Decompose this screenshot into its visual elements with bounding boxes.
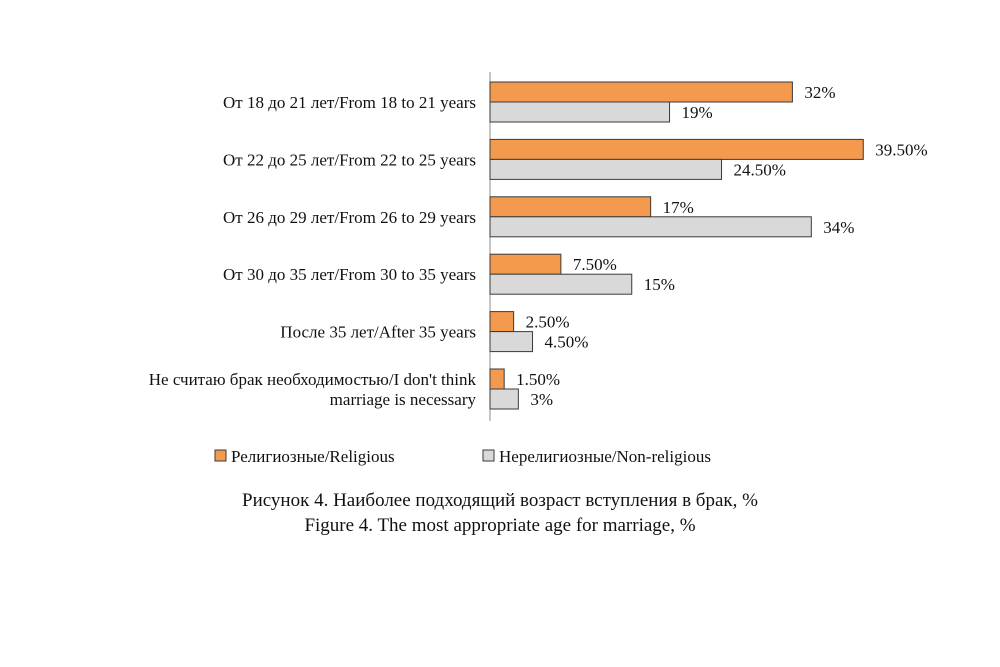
bar-religious [489, 253, 562, 275]
figure-caption-ru: Рисунок 4. Наиболее подходящий возраст в… [242, 490, 758, 511]
bar-religious [489, 138, 864, 160]
category-label: От 26 до 29 лет/From 26 to 29 years [223, 208, 476, 227]
data-label: 32% [804, 83, 835, 102]
category-label: marriage is necessary [330, 390, 477, 409]
category-label: От 18 до 21 лет/From 18 to 21 years [223, 93, 476, 112]
category-label: Не считаю брак необходимостью/I don't th… [149, 370, 477, 389]
data-label: 17% [663, 198, 694, 217]
category-label: От 30 до 35 лет/From 30 to 35 years [223, 265, 476, 284]
data-label: 4.50% [545, 333, 589, 352]
bar-non-religious [489, 273, 633, 295]
data-label: 24.50% [734, 160, 786, 179]
bar-religious [489, 311, 515, 333]
bar-non-religious [489, 158, 723, 180]
legend-label: Нерелигиозные/Non-religious [499, 447, 711, 466]
data-label: 34% [823, 218, 854, 237]
legend-swatch-non-religious [482, 449, 495, 462]
bar-non-religious [489, 216, 812, 238]
category-label: От 22 до 25 лет/From 22 to 25 years [223, 150, 476, 169]
bar-chart: От 18 до 21 лет/From 18 to 21 years 32% 19… [149, 72, 928, 466]
category-label: После 35 лет/After 35 years [280, 323, 476, 342]
data-label: 19% [682, 103, 713, 122]
data-label: 2.50% [526, 313, 570, 332]
bar-religious [489, 196, 652, 218]
figure-caption-en: Figure 4. The most appropriate age for m… [304, 515, 696, 536]
bar-non-religious [489, 101, 671, 123]
bar-religious [489, 81, 793, 103]
bar-non-religious [489, 388, 519, 410]
data-label: 39.50% [875, 140, 927, 159]
bar-non-religious [489, 331, 534, 353]
bar-religious [489, 368, 505, 390]
legend-swatch-religious [214, 449, 227, 462]
data-label: 15% [644, 275, 675, 294]
legend-label: Религиозные/Religious [231, 447, 395, 466]
data-label: 7.50% [573, 255, 617, 274]
data-label: 3% [530, 390, 553, 409]
data-label: 1.50% [516, 370, 560, 389]
